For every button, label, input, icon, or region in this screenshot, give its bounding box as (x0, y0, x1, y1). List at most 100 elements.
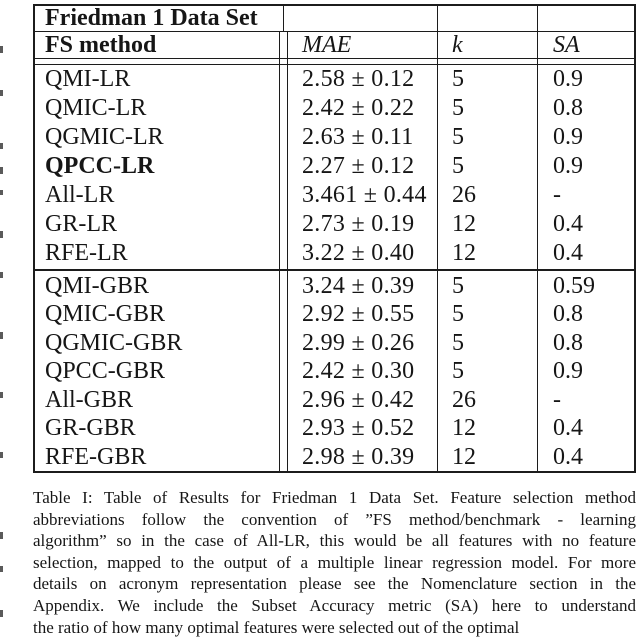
cell-method: QMIC-LR (45, 95, 147, 121)
table-row: QGMIC-LR 2.63 ± 0.11 5 0.9 (35, 123, 634, 152)
table-row: All-GBR 2.96 ± 0.42 26 - (35, 386, 634, 415)
cell-mae: 2.93 ± 0.52 (302, 415, 415, 442)
rule-group-separator (35, 269, 634, 271)
cell-mae: 2.27 ± 0.12 (302, 153, 415, 179)
cell-method: GR-GBR (45, 415, 136, 442)
cell-sa: 0.4 (553, 415, 583, 442)
cell-mae: 2.98 ± 0.39 (302, 443, 415, 470)
edge-artifact (0, 167, 3, 174)
column-header-fs-method: FS method (45, 31, 157, 58)
cell-method: All-GBR (45, 386, 134, 413)
rule-col1-title-row (283, 6, 285, 31)
table-row: QMI-LR 2.58 ± 0.12 5 0.9 (35, 65, 634, 94)
edge-artifact (0, 46, 3, 53)
cell-mae: 3.22 ± 0.40 (302, 240, 415, 266)
cell-sa: 0.8 (553, 95, 583, 121)
cell-mae: 2.63 ± 0.11 (302, 124, 414, 150)
column-header-sa: SA (553, 31, 580, 58)
cell-k: 12 (452, 211, 476, 237)
edge-artifact (0, 610, 3, 617)
cell-sa: 0.9 (553, 124, 583, 150)
rule-col1-double-a (279, 31, 281, 471)
edge-artifact (0, 452, 3, 458)
cell-sa: 0.4 (553, 240, 583, 266)
table-row: GR-LR 2.73 ± 0.19 12 0.4 (35, 210, 634, 239)
cell-method: QMI-LR (45, 66, 131, 92)
cell-k: 5 (452, 329, 464, 356)
edge-artifact (0, 143, 3, 149)
cell-mae: 2.96 ± 0.42 (302, 386, 415, 413)
caption-line: selection, mapped to the output of a mul… (33, 552, 636, 572)
results-table: Friedman 1 Data Set FS method MAE k SA Q… (33, 4, 636, 473)
cell-k: 12 (452, 443, 476, 470)
caption-line: abbreviations follow the convention of ”… (33, 509, 636, 529)
cell-method: QGMIC-GBR (45, 329, 183, 356)
caption-line: details on acronym representation please… (33, 574, 636, 594)
table-row: QMIC-LR 2.42 ± 0.22 5 0.8 (35, 94, 634, 123)
cell-k: 5 (452, 124, 464, 150)
cell-mae: 3.24 ± 0.39 (302, 272, 415, 299)
table-row: All-LR 3.461 ± 0.44 26 - (35, 181, 634, 210)
cell-mae: 2.58 ± 0.12 (302, 66, 415, 92)
cell-sa: - (553, 386, 561, 413)
cell-k: 26 (452, 182, 476, 208)
rule-col2 (437, 6, 439, 471)
table-row: RFE-LR 3.22 ± 0.40 12 0.4 (35, 239, 634, 268)
cell-mae: 2.42 ± 0.22 (302, 95, 415, 121)
caption-line-clipped: the ratio of how many optimal features w… (33, 617, 520, 637)
edge-artifact (0, 190, 3, 195)
table-title-row: Friedman 1 Data Set (35, 5, 634, 31)
cell-method: QMI-GBR (45, 272, 150, 299)
cell-method: GR-LR (45, 211, 117, 237)
edge-artifact (0, 332, 3, 339)
cell-mae: 2.73 ± 0.19 (302, 211, 415, 237)
edge-artifact (0, 231, 3, 238)
cell-sa: 0.8 (553, 301, 583, 328)
edge-artifact (0, 272, 3, 278)
cell-method: RFE-GBR (45, 443, 147, 470)
caption-line: Table I: Table of Results for Friedman 1… (33, 488, 636, 507)
cell-k: 5 (452, 358, 464, 385)
table-caption: Table I: Table of Results for Friedman 1… (33, 487, 636, 638)
column-header-mae: MAE (302, 31, 352, 58)
cell-sa: 0.9 (553, 66, 583, 92)
cell-k: 12 (452, 240, 476, 266)
table-row-highlighted: QPCC-LR 2.27 ± 0.12 5 0.9 (35, 152, 634, 181)
table-row: QMIC-GBR 2.92 ± 0.55 5 0.8 (35, 301, 634, 330)
cell-k: 5 (452, 66, 464, 92)
column-header-k: k (452, 31, 463, 58)
cell-k: 5 (452, 272, 464, 299)
edge-artifact (0, 532, 3, 539)
table-row: GR-GBR 2.93 ± 0.52 12 0.4 (35, 415, 634, 444)
table-header-row: FS method MAE k SA (35, 32, 634, 58)
rule-under-title-row (35, 31, 634, 33)
cell-mae: 2.42 ± 0.30 (302, 358, 415, 385)
cell-sa: 0.4 (553, 443, 583, 470)
table-row: RFE-GBR 2.98 ± 0.39 12 0.4 (35, 443, 634, 472)
cell-method: QPCC-LR (45, 153, 155, 179)
caption-line: Appendix. We include the Subset Accuracy… (33, 595, 636, 615)
rule-col1-double-b (287, 31, 289, 471)
cell-mae: 2.92 ± 0.55 (302, 301, 415, 328)
edge-artifact (0, 566, 3, 572)
cell-sa: 0.9 (553, 153, 583, 179)
cell-k: 12 (452, 415, 476, 442)
cell-mae: 3.461 ± 0.44 (302, 182, 427, 208)
cell-sa: 0.8 (553, 329, 583, 356)
caption-line: algorithm” so in the case of All-LR, thi… (33, 531, 636, 551)
cell-k: 5 (452, 301, 464, 328)
cell-sa: 0.9 (553, 358, 583, 385)
edge-artifact (0, 90, 3, 96)
rule-col3 (537, 6, 539, 471)
rule-under-header-1 (35, 58, 634, 60)
edge-artifact (0, 392, 3, 398)
table-title: Friedman 1 Data Set (45, 5, 258, 31)
table-row: QMI-GBR 3.24 ± 0.39 5 0.59 (35, 272, 634, 301)
cell-method: QPCC-GBR (45, 358, 166, 385)
cell-method: QGMIC-LR (45, 124, 164, 150)
cell-sa: 0.4 (553, 211, 583, 237)
cell-sa: 0.59 (553, 272, 595, 299)
cell-method: All-LR (45, 182, 115, 208)
cell-method: RFE-LR (45, 240, 128, 266)
